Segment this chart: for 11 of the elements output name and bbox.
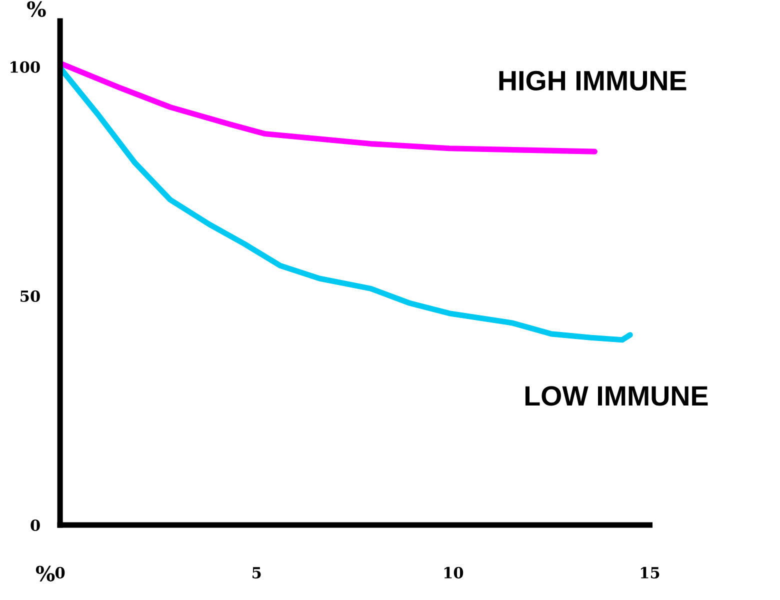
x-tick-label: 5 <box>252 567 261 578</box>
y-tick-label: 50 <box>20 290 40 302</box>
x-tick-label: 15 <box>640 566 660 578</box>
x-axis-title: % <box>36 566 55 582</box>
x-tick-label: 10 <box>444 566 464 578</box>
y-tick-label: 0 <box>30 519 40 532</box>
text: HIGH IMMUNE <box>499 70 686 91</box>
x-tick-label: 0 <box>55 566 65 578</box>
y-tick-label: 100 <box>10 61 40 73</box>
text: LOW IMMUNE <box>525 386 708 406</box>
y-axis-title: % <box>27 1 46 17</box>
